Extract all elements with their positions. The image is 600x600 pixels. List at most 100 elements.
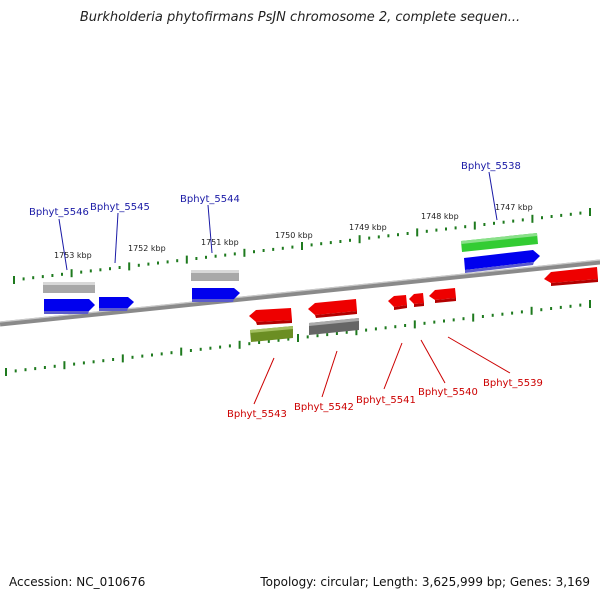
kbp-label: 1752 kbp [128, 244, 166, 253]
gene-label-bphyt-5538[interactable]: Bphyt_5538 [461, 161, 521, 172]
minor-tick [501, 312, 504, 316]
minor-tick [521, 218, 524, 222]
minor-tick [14, 369, 17, 373]
major-tick [301, 242, 303, 250]
minor-tick [397, 233, 399, 237]
gene-label-bphyt-5543[interactable]: Bphyt_5543 [227, 409, 287, 420]
minor-tick [454, 226, 457, 230]
minor-tick [262, 249, 265, 252]
minor-tick [166, 260, 169, 264]
minor-tick [339, 240, 342, 243]
major-tick [5, 368, 7, 376]
minor-tick [253, 250, 255, 254]
minor-tick [404, 324, 407, 327]
minor-tick [310, 243, 313, 247]
minor-tick [443, 319, 445, 323]
minor-tick [345, 330, 348, 334]
minor-tick [387, 234, 390, 238]
gene-bphyt-5546-cds[interactable] [44, 299, 95, 314]
minor-tick [109, 267, 111, 271]
gene-bphyt-5538[interactable] [461, 233, 538, 252]
minor-tick [349, 238, 351, 242]
lower-tick-track [5, 300, 591, 376]
major-tick [413, 320, 416, 329]
minor-tick [147, 262, 150, 266]
minor-tick [170, 351, 173, 355]
gene-bphyt-5543[interactable] [249, 308, 292, 325]
gene-bphyt-5543-olive[interactable] [250, 326, 293, 342]
kbp-label: 1749 kbp [349, 223, 387, 232]
minor-tick [272, 247, 275, 251]
gene-bphyt-5540[interactable] [409, 293, 424, 307]
minor-tick [258, 341, 261, 344]
major-tick [589, 208, 591, 216]
kbp-label: 1748 kbp [421, 212, 459, 221]
minor-tick [34, 367, 37, 371]
map-title: Burkholderia phytofirmans PsJN chromosom… [79, 10, 521, 25]
minor-tick [233, 252, 236, 256]
gene-bphyt-5544[interactable] [191, 270, 239, 281]
minor-tick [452, 318, 455, 322]
chromosome-backbone [0, 259, 600, 327]
minor-tick [160, 352, 163, 356]
minor-tick [365, 328, 368, 332]
gene-bphyt-5538-cds[interactable] [464, 250, 540, 273]
gene-label-bphyt-5545[interactable]: Bphyt_5545 [90, 202, 150, 213]
major-tick [70, 269, 73, 278]
minor-tick [287, 337, 290, 341]
gene-label-bphyt-5546[interactable]: Bphyt_5546 [29, 207, 89, 218]
gene-bphyt-5541[interactable] [388, 295, 407, 310]
major-tick [531, 214, 534, 223]
minor-tick [43, 366, 46, 369]
major-tick [416, 228, 419, 237]
minor-tick [569, 212, 572, 216]
gene-right-edge[interactable] [544, 267, 598, 286]
gene-bphyt-5546[interactable] [43, 282, 95, 293]
gene-bphyt-5544-cds[interactable] [192, 288, 240, 302]
major-tick [358, 235, 361, 244]
minor-tick [141, 354, 144, 358]
minor-tick [326, 333, 329, 337]
gene-bphyt-5542[interactable] [308, 299, 357, 318]
gene-label-bphyt-5541[interactable]: Bphyt_5541 [356, 395, 416, 406]
minor-tick [435, 228, 438, 232]
minor-tick [112, 358, 115, 361]
minor-tick [462, 317, 465, 321]
accession-text: Accession: NC_010676 [9, 575, 146, 589]
major-tick [472, 313, 475, 322]
major-tick [530, 306, 533, 315]
kbp-label: 1750 kbp [275, 231, 313, 240]
leader-line [383, 342, 403, 390]
major-tick [121, 354, 124, 363]
minor-tick [541, 216, 543, 220]
major-tick [589, 300, 591, 308]
major-tick [473, 221, 476, 230]
minor-tick [176, 259, 179, 263]
minor-tick [189, 349, 192, 352]
gene-label-bphyt-5542[interactable]: Bphyt_5542 [294, 402, 354, 413]
minor-tick [377, 235, 380, 239]
minor-tick [425, 229, 428, 233]
minor-tick [550, 215, 553, 218]
gene-label-bphyt-5544[interactable]: Bphyt_5544 [180, 194, 240, 205]
minor-tick [579, 211, 582, 215]
gene-label-bphyt-5540[interactable]: Bphyt_5540 [418, 387, 478, 398]
minor-tick [579, 303, 582, 307]
minor-tick [53, 364, 56, 368]
minor-tick [316, 334, 319, 338]
minor-tick [195, 257, 198, 260]
gene-bphyt-5539[interactable] [429, 288, 456, 303]
major-tick [355, 327, 358, 336]
leader-line [58, 218, 68, 271]
minor-tick [550, 307, 553, 310]
gene-label-bphyt-5539[interactable]: Bphyt_5539 [483, 378, 543, 389]
minor-tick [368, 236, 371, 240]
major-tick [243, 248, 246, 257]
leader-line [207, 204, 213, 254]
minor-tick [228, 344, 231, 348]
gene-bphyt-5542-gray[interactable] [309, 318, 359, 335]
minor-tick [445, 227, 447, 231]
gene-bphyt-5545[interactable] [99, 297, 134, 311]
minor-tick [511, 311, 514, 315]
